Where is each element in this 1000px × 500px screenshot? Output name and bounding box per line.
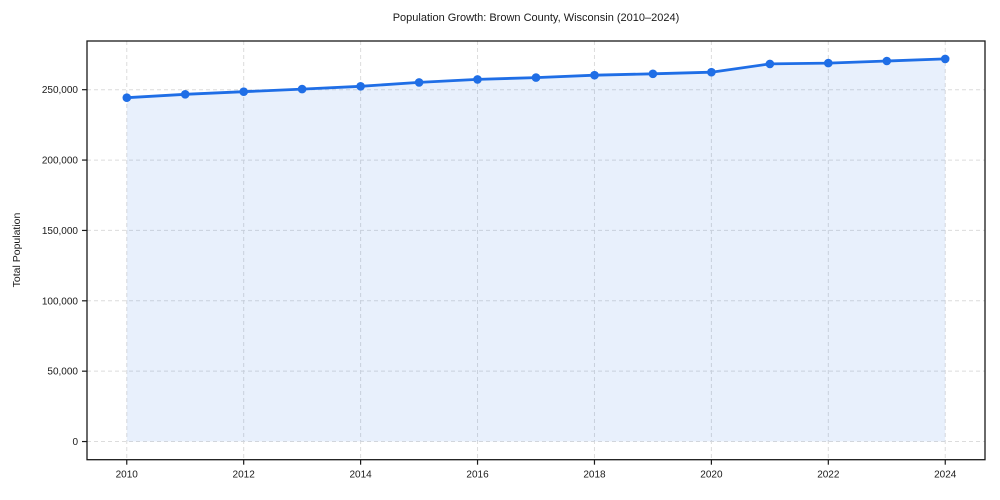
data-point-2022: [824, 58, 833, 68]
x-tick-label: 2012: [233, 470, 256, 481]
y-tick-label: 200,000: [42, 156, 79, 167]
data-point-2014: [356, 82, 365, 91]
x-tick-label: 2020: [700, 470, 723, 481]
chart-title: Population Growth: Brown County, Wiscons…: [392, 12, 680, 24]
data-point-2024: [940, 54, 950, 64]
y-tick-label: 0: [72, 437, 78, 448]
data-point-2015: [414, 78, 424, 87]
y-tick-label: 250,000: [42, 85, 79, 96]
x-tick-label: 2024: [934, 470, 957, 481]
data-point-2021: [765, 59, 775, 69]
y-tick-label: 100,000: [42, 296, 79, 307]
data-point-2016: [473, 75, 482, 84]
data-point-2019: [648, 69, 658, 79]
x-tick-label: 2022: [817, 470, 840, 481]
plot-border: [86, 40, 986, 461]
data-point-2010: [122, 93, 132, 102]
data-point-2013: [297, 84, 307, 94]
data-point-2023: [882, 56, 892, 66]
data-point-2017: [531, 73, 541, 82]
area-fill: [126, 58, 946, 442]
y-tick-label: 150,000: [42, 226, 79, 237]
x-tick-label: 2018: [583, 470, 606, 481]
data-point-2012: [239, 87, 248, 96]
data-point-2018: [590, 70, 599, 80]
y-tick-label: 50,000: [47, 367, 78, 378]
data-point-2011: [180, 90, 190, 99]
data-point-2020: [707, 67, 716, 77]
x-tick-label: 2014: [349, 470, 372, 481]
x-tick-label: 2010: [116, 470, 139, 481]
x-tick-label: 2016: [466, 470, 489, 481]
